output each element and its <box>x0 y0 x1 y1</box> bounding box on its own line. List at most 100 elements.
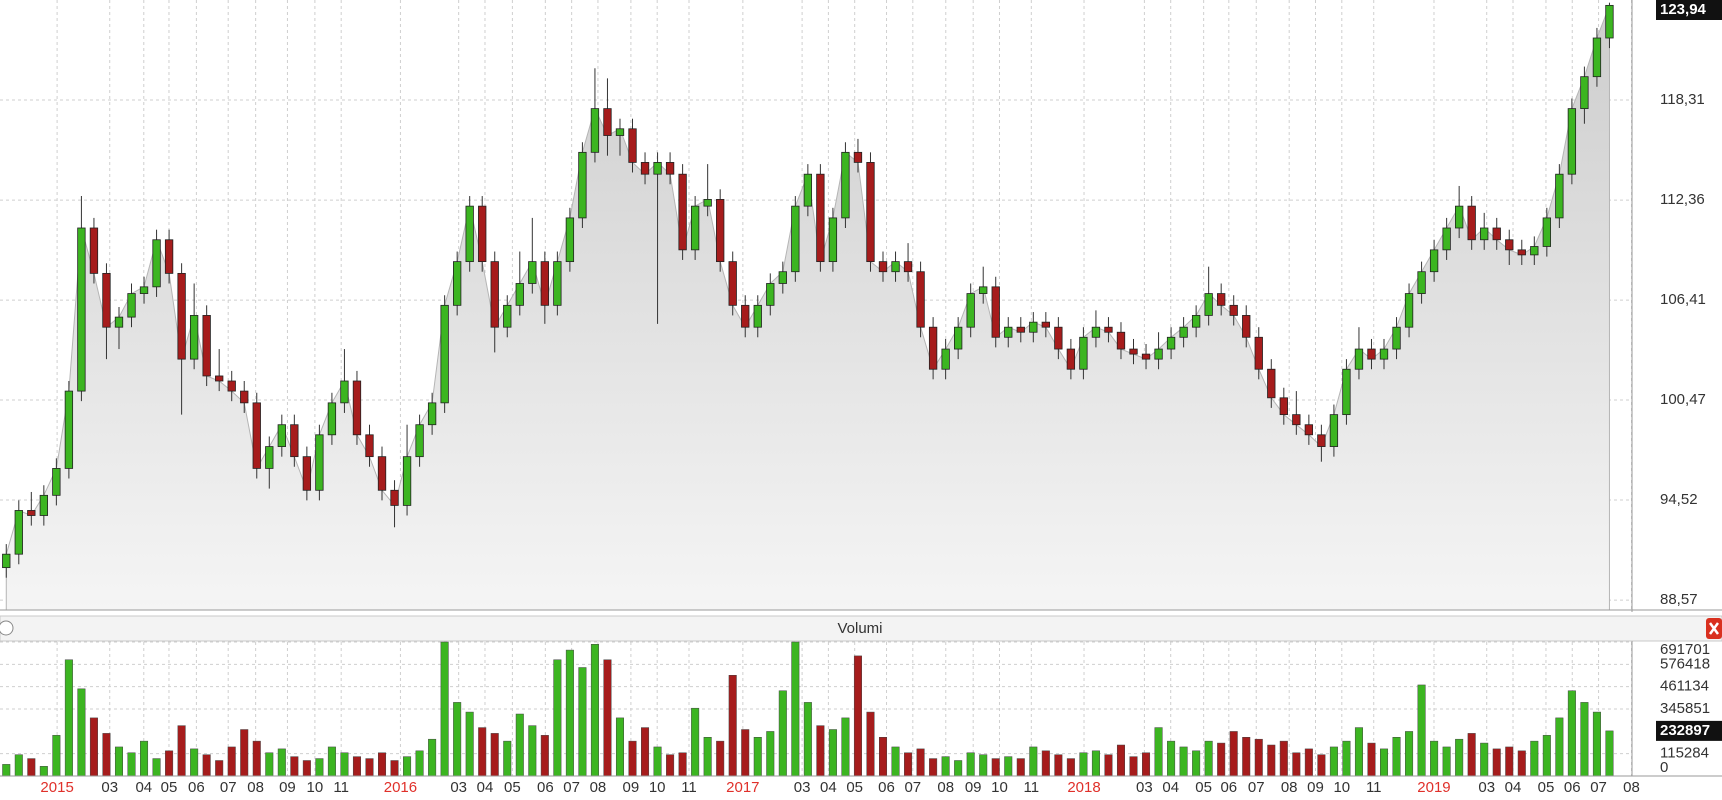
volume-bar <box>666 754 675 777</box>
candle-body <box>778 271 787 284</box>
volume-bar <box>1304 748 1313 777</box>
candle-body <box>916 271 925 328</box>
x-tick-label: 07 <box>220 779 237 796</box>
volume-bar <box>403 756 412 777</box>
x-tick-label: 10 <box>991 779 1008 796</box>
candle-body <box>1530 246 1539 256</box>
volume-bar <box>177 725 186 777</box>
candle-body <box>352 380 362 436</box>
volume-bar <box>77 688 86 777</box>
candle-body <box>302 456 312 491</box>
candle-body <box>1204 293 1213 316</box>
candle-body <box>628 128 637 163</box>
volume-bar <box>27 758 36 777</box>
candle-body <box>528 261 537 284</box>
candle-body <box>565 217 575 263</box>
volume-bar <box>365 758 374 777</box>
volume-bar <box>941 756 950 777</box>
candle-body <box>1004 326 1013 338</box>
candle-body <box>415 424 424 458</box>
candle-body <box>1166 336 1176 350</box>
y-tick-label: 100,47 <box>1660 391 1706 408</box>
last-volume-box <box>1656 720 1722 741</box>
volume-bar <box>1292 752 1301 777</box>
volume-bar <box>1242 737 1251 777</box>
x-tick-label: 08 <box>1281 779 1298 796</box>
candle-body <box>891 261 900 273</box>
x-tick-label: 10 <box>307 779 324 796</box>
volume-bar <box>190 748 199 777</box>
x-tick-label: 04 <box>135 779 152 796</box>
volume-bar <box>853 655 862 777</box>
x-tick-label: 05 <box>161 779 178 796</box>
candle-body <box>365 434 374 458</box>
candle-body <box>215 375 224 382</box>
x-tick-label: 08 <box>1623 779 1640 796</box>
volume-tick-label: 691701 <box>1660 641 1710 658</box>
x-tick-label: 2016 <box>384 779 417 796</box>
candle-body <box>853 151 863 163</box>
candle-body <box>139 286 149 294</box>
candle-body <box>227 380 236 392</box>
volume-bar <box>1091 750 1100 777</box>
candle-body <box>1229 304 1238 316</box>
candle-body <box>240 390 249 404</box>
x-tick-label: 06 <box>1564 779 1581 796</box>
volume-bar <box>1254 738 1263 777</box>
volume-bar <box>1329 746 1338 777</box>
volume-bar <box>1505 746 1514 777</box>
candle-body <box>753 304 762 328</box>
volume-bar <box>828 729 837 777</box>
x-tick-label: 07 <box>904 779 921 796</box>
candle-body <box>1129 348 1138 355</box>
candle-body <box>703 199 712 207</box>
volume-bar <box>1580 702 1589 777</box>
x-tick-label: 10 <box>649 779 666 796</box>
candle-body <box>1217 293 1226 306</box>
volume-bar <box>703 737 712 777</box>
panel-handle-icon[interactable] <box>0 620 14 636</box>
x-tick-label: 05 <box>504 779 521 796</box>
candle-body <box>1029 321 1038 333</box>
volume-bar <box>803 702 812 777</box>
candle-body <box>478 205 487 263</box>
x-tick-label: 05 <box>846 779 863 796</box>
x-tick-label: 03 <box>1136 779 1153 796</box>
candle-body <box>1567 108 1577 175</box>
x-tick-label: 06 <box>878 779 895 796</box>
volume-bar <box>540 735 549 777</box>
candle-body <box>678 173 687 251</box>
volume-bar <box>1467 733 1476 777</box>
candle-body <box>515 283 524 306</box>
candle-body <box>979 286 988 294</box>
candle-body <box>503 304 512 328</box>
volume-bar <box>653 746 662 777</box>
volume-bar <box>1354 727 1363 777</box>
volume-bar <box>1605 730 1614 777</box>
volume-bar <box>1455 738 1464 777</box>
candle-body <box>377 456 387 491</box>
volume-bar <box>1430 740 1439 777</box>
volume-bar <box>1066 758 1075 777</box>
candle-body <box>991 286 1000 338</box>
candle-body <box>1329 414 1339 447</box>
candle-body <box>14 510 23 555</box>
volume-bar <box>615 717 624 777</box>
x-tick-label: 09 <box>279 779 296 796</box>
volume-tick-label: 461134 <box>1660 678 1709 695</box>
volume-bar <box>641 727 650 777</box>
x-tick-label: 07 <box>1248 779 1265 796</box>
candle-body <box>1592 37 1602 78</box>
candle-body <box>64 390 74 469</box>
volume-bar <box>152 758 161 777</box>
candle-body <box>1342 368 1351 416</box>
candle-body <box>1091 326 1101 338</box>
volume-bar <box>39 766 48 777</box>
volume-bar <box>841 717 850 777</box>
candle-body <box>741 304 750 328</box>
volume-bar <box>89 717 98 777</box>
x-tick-label: 06 <box>188 779 205 796</box>
volume-bar <box>1054 754 1063 777</box>
volume-tick-label: 0 <box>1660 759 1668 776</box>
x-tick-label: 06 <box>1220 779 1237 796</box>
